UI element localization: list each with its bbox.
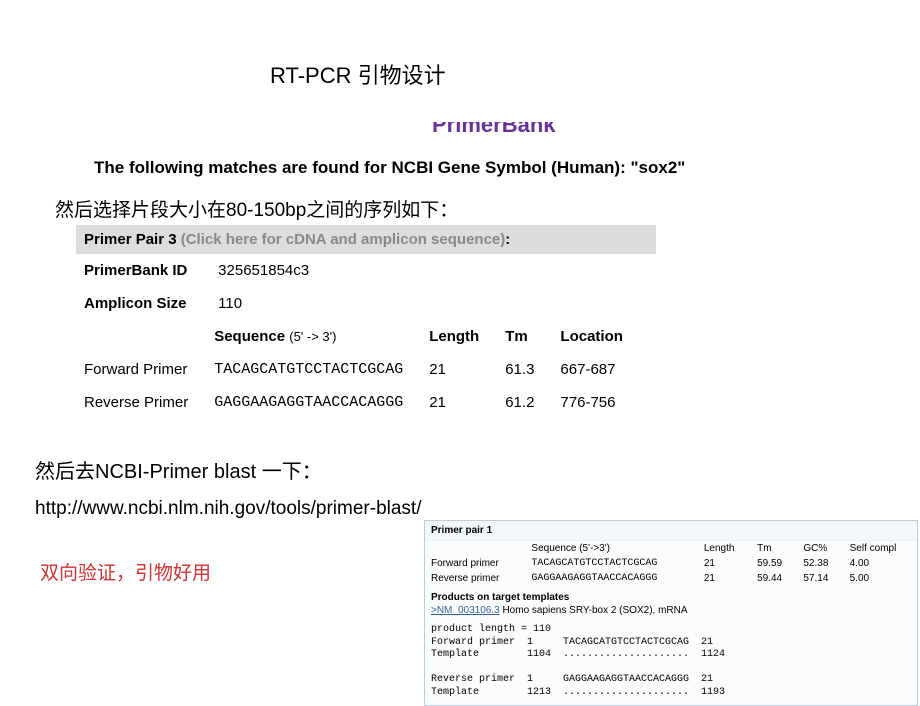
brev-seq: GAGGAAGAGGTAACCACAGGG [525,571,697,586]
primer-pair-header[interactable]: Primer Pair 3 (Click here for cDNA and a… [76,225,656,254]
products-label: Products on target templates [425,586,917,605]
bfwd-self: 4.00 [844,556,917,571]
reverse-primer-row: Reverse Primer GAGGAAGAGGTAACCACAGGG 21 … [76,386,641,419]
bfwd-seq: TACAGCATGTCCTACTCGCAG [525,556,697,571]
fwd-tm: 61.3 [497,353,552,386]
blast-pair-title: Primer pair 1 [425,521,917,541]
seq-col-label: Sequence [214,328,285,345]
blast-rev-row: Reverse primer GAGGAAGAGGTAACCACAGGG 21 … [425,571,917,586]
bfwd-name: Forward primer [425,556,525,571]
amplicon-size-label: Amplicon Size [84,295,214,312]
bfwd-gc: 52.38 [797,556,843,571]
rev-seq: GAGGAAGAGGTAACCACAGGG [206,386,421,419]
bcol-gc: GC% [797,541,843,556]
pair-label: Primer Pair 3 [84,231,177,248]
bcol-seq: Sequence (5'->3') [525,541,697,556]
forward-primer-row: Forward Primer TACAGCATGTCCTACTCGCAG 21 … [76,353,641,386]
brev-self: 5.00 [844,571,917,586]
col-location: Location [552,320,641,353]
primerbank-logo: PrimerBank [432,112,556,138]
primer-pair-section: Primer Pair 3 (Click here for cDNA and a… [76,225,676,419]
rev-loc: 776-756 [552,386,641,419]
bcol-tm: Tm [751,541,797,556]
bcol-len: Length [698,541,751,556]
pair-tail: : [505,231,510,248]
col-tm: Tm [497,320,552,353]
rev-name: Reverse Primer [76,386,206,419]
col-sequence: Sequence (5' -> 3') [206,320,421,353]
pair-link[interactable]: (Click here for cDNA and amplicon sequen… [181,231,506,248]
col-length: Length [421,320,497,353]
bfwd-len: 21 [698,556,751,571]
nm-line: >NM_003106.3 Homo sapiens SRY-box 2 (SOX… [425,605,917,620]
seq-col-sub: (5' -> 3') [289,329,336,344]
blast-result-panel: Primer pair 1 Sequence (5'->3') Length T… [424,520,918,706]
primerbank-id-value: 325651854c3 [218,262,309,279]
fwd-len: 21 [421,353,497,386]
rev-len: 21 [421,386,497,419]
primerbank-id-label: PrimerBank ID [84,262,214,279]
rev-tm: 61.2 [497,386,552,419]
blast-header-row: Sequence (5'->3') Length Tm GC% Self com… [425,541,917,556]
amplicon-size-row: Amplicon Size 110 [76,287,676,320]
matches-header: The following matches are found for NCBI… [94,158,685,178]
sequence-table: Sequence (5' -> 3') Length Tm Location F… [76,320,641,419]
alignment-block: product length = 110 Forward primer 1 TA… [425,620,917,705]
slide-title: RT-PCR 引物设计 [270,58,446,90]
fwd-name: Forward Primer [76,353,206,386]
fwd-loc: 667-687 [552,353,641,386]
brev-gc: 57.14 [797,571,843,586]
brev-tm: 59.44 [751,571,797,586]
primerbank-id-row: PrimerBank ID 325651854c3 [76,254,676,287]
brev-name: Reverse primer [425,571,525,586]
nm-link[interactable]: >NM_003106.3 [431,605,500,616]
table-header-row: Sequence (5' -> 3') Length Tm Location [76,320,641,353]
primer-blast-url[interactable]: http://www.ncbi.nlm.nih.gov/tools/primer… [35,498,422,520]
blast-table: Sequence (5'->3') Length Tm GC% Self com… [425,541,917,586]
bcol-self: Self compl [844,541,917,556]
bfwd-tm: 59.59 [751,556,797,571]
instruction-text-1: 然后选择片段大小在80-150bp之间的序列如下： [55,195,458,222]
fwd-seq: TACAGCATGTCCTACTCGCAG [206,353,421,386]
amplicon-size-value: 110 [218,295,242,312]
brev-len: 21 [698,571,751,586]
nm-tail: Homo sapiens SRY-box 2 (SOX2), mRNA [500,605,688,616]
blast-fwd-row: Forward primer TACAGCATGTCCTACTCGCAG 21 … [425,556,917,571]
verification-note: 双向验证，引物好用 [40,558,211,585]
instruction-text-2: 然后去NCBI-Primer blast 一下： [35,455,322,484]
